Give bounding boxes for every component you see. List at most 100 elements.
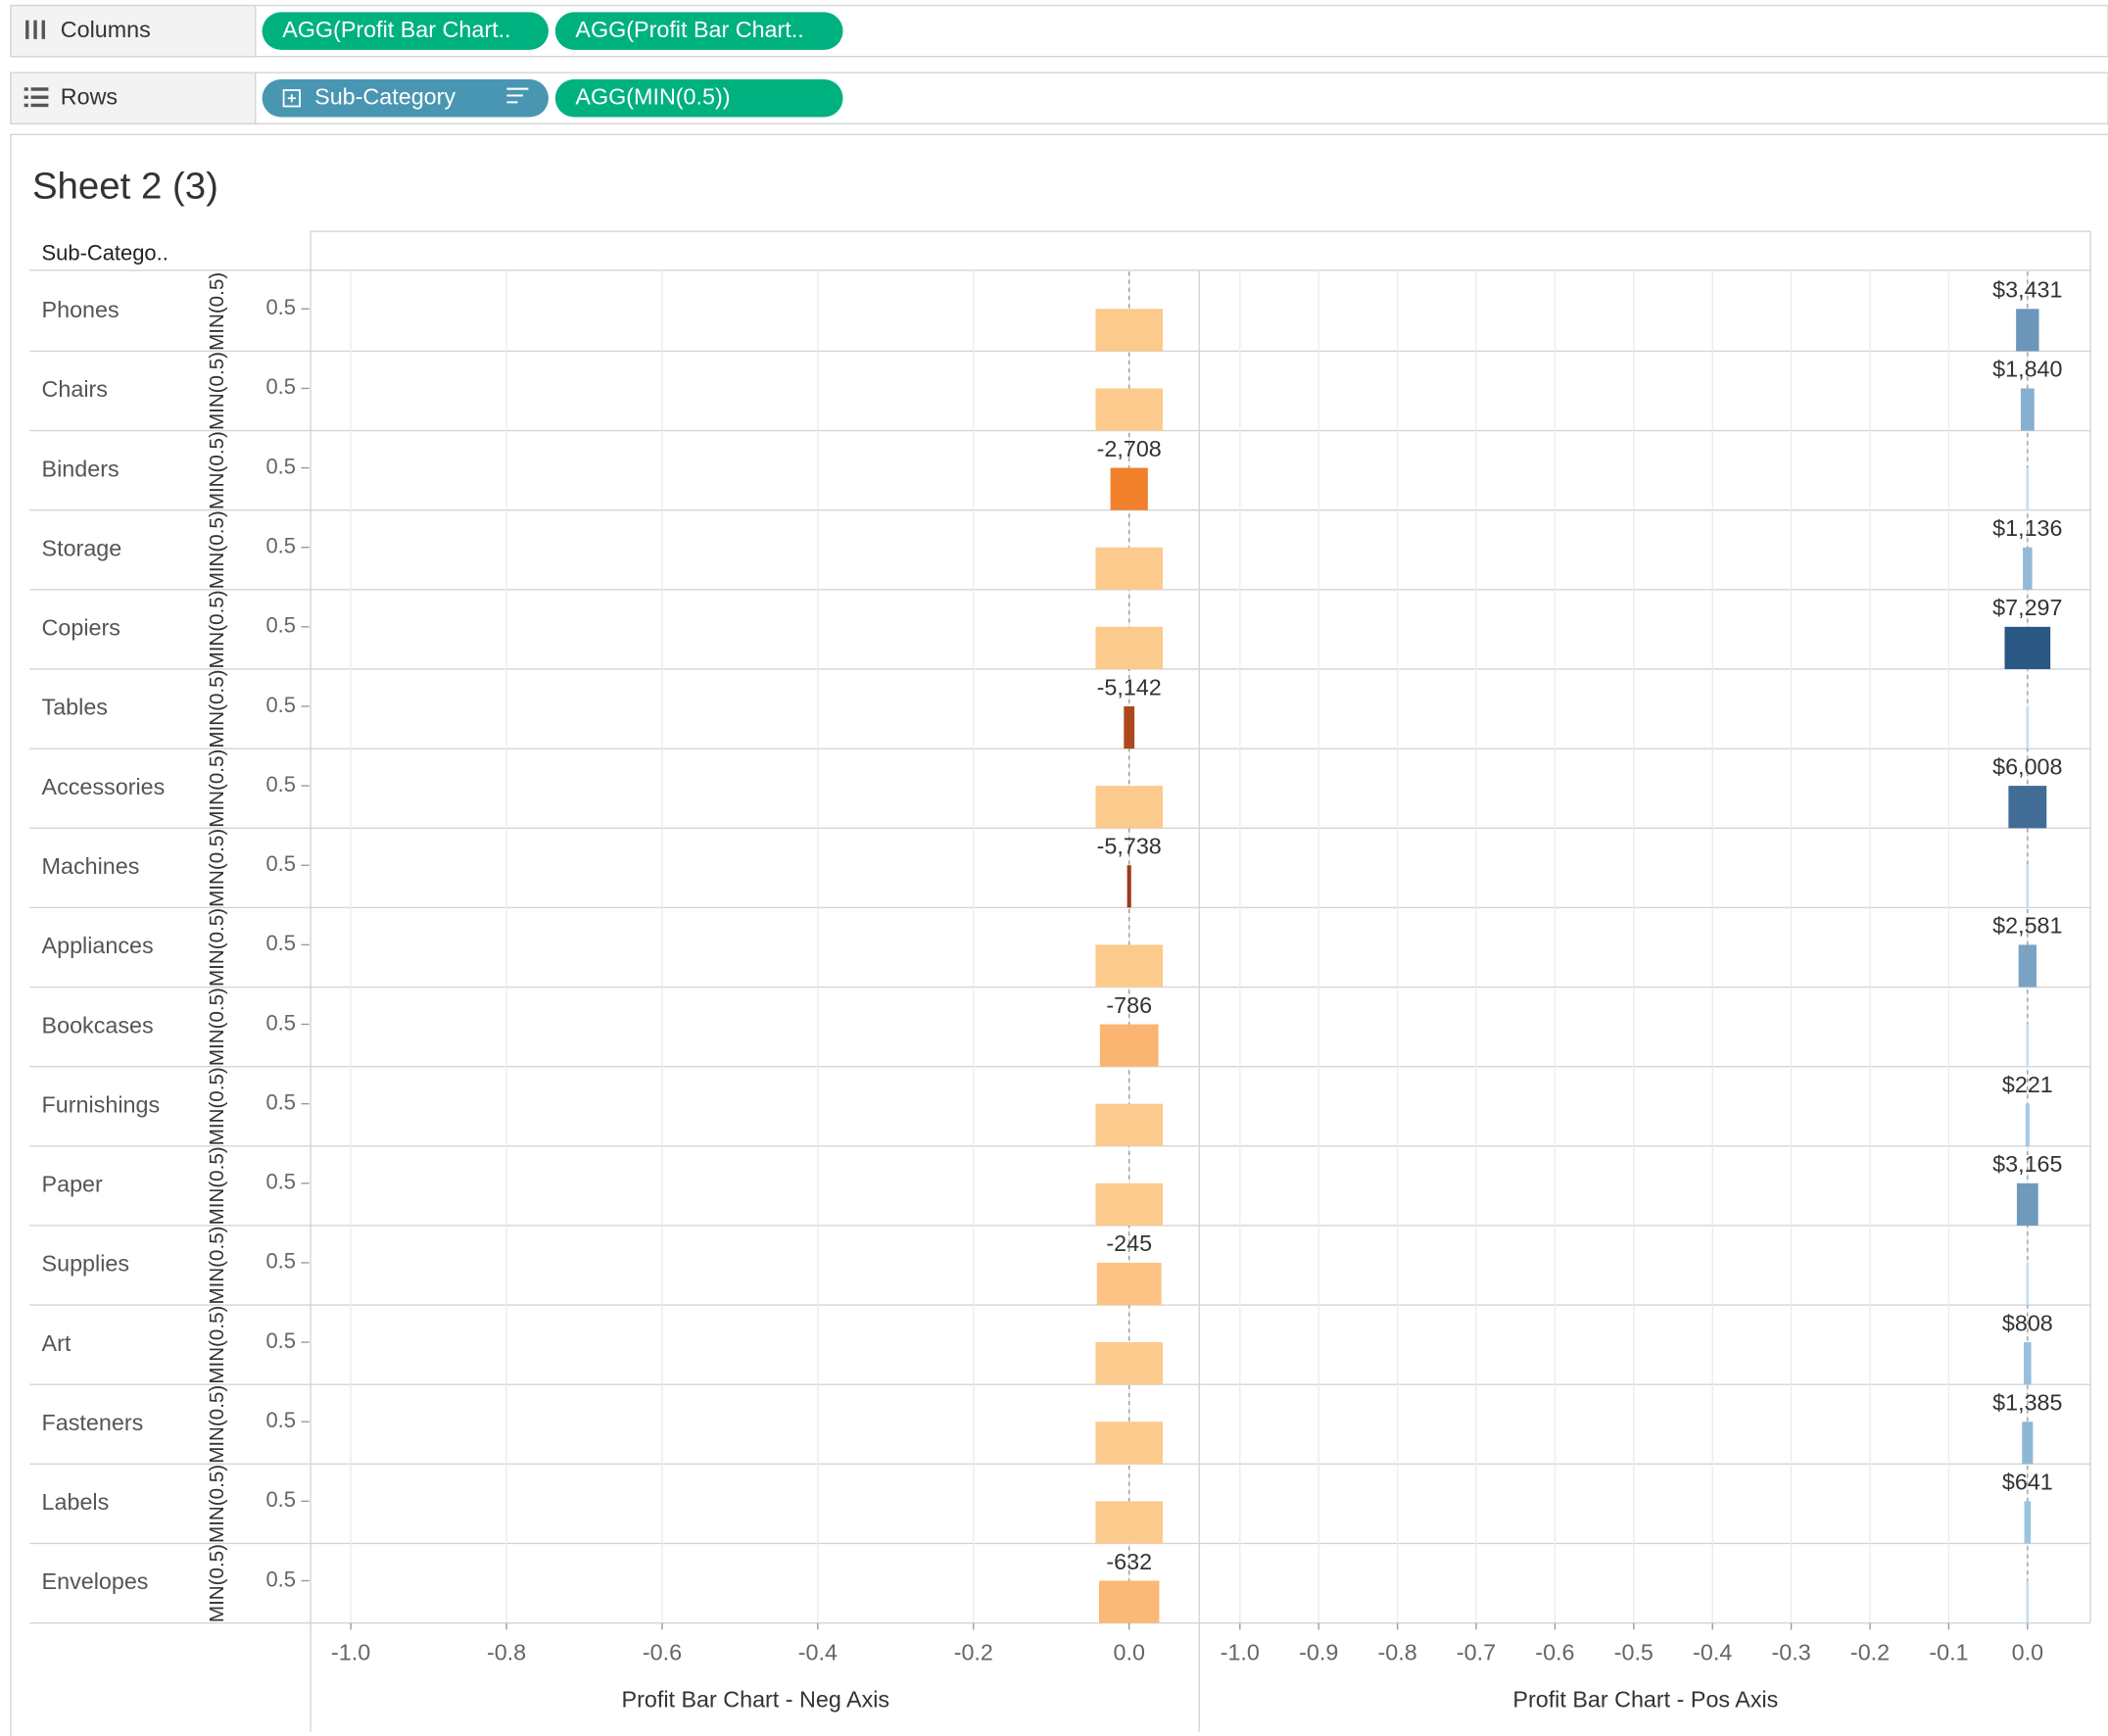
bar bbox=[2026, 705, 2030, 749]
columns-icon bbox=[25, 20, 45, 39]
bar bbox=[1098, 1580, 1160, 1623]
y-axis-label: MIN(0.5) bbox=[206, 908, 228, 987]
x-tick-label: -0.6 bbox=[1535, 1639, 1574, 1664]
bar bbox=[1095, 626, 1164, 669]
bar bbox=[2026, 1262, 2030, 1306]
y-axis-label: MIN(0.5) bbox=[206, 988, 228, 1066]
category-label: Bookcases bbox=[42, 1012, 154, 1037]
data-label: $1,136 bbox=[1992, 515, 2062, 541]
category-label: Art bbox=[42, 1330, 72, 1356]
category-label: Tables bbox=[42, 695, 108, 720]
y-tick-label: 0.5 bbox=[265, 613, 296, 638]
pill-text: AGG(Profit Bar Chart.. bbox=[575, 17, 803, 42]
x-tick-label: -0.1 bbox=[1929, 1639, 1968, 1664]
data-label: -5,142 bbox=[1097, 674, 1162, 699]
y-axis-label: MIN(0.5) bbox=[206, 510, 228, 589]
bar bbox=[2026, 467, 2030, 510]
x-tick-label: -0.2 bbox=[1850, 1639, 1890, 1664]
x-tick-label: -0.7 bbox=[1457, 1639, 1496, 1664]
bar bbox=[1099, 1024, 1159, 1067]
x-tick-label: -1.0 bbox=[331, 1639, 370, 1664]
data-label: $3,165 bbox=[1992, 1151, 2062, 1177]
y-axis-label: MIN(0.5) bbox=[206, 829, 228, 907]
bar bbox=[2008, 786, 2047, 829]
category-label: Chairs bbox=[42, 376, 108, 402]
y-axis-label: MIN(0.5) bbox=[206, 1306, 228, 1384]
bar bbox=[2020, 388, 2035, 431]
y-tick-label: 0.5 bbox=[265, 374, 296, 399]
y-axis-label: MIN(0.5) bbox=[206, 352, 228, 430]
shelf-label: Rows bbox=[61, 83, 118, 109]
data-label: -2,708 bbox=[1097, 436, 1162, 461]
data-label: $7,297 bbox=[1992, 595, 2062, 620]
x-axis-title: Profit Bar Chart - Neg Axis bbox=[622, 1686, 890, 1712]
y-tick-label: 0.5 bbox=[265, 693, 296, 717]
x-tick-label: -0.5 bbox=[1614, 1639, 1653, 1664]
bar bbox=[1124, 705, 1135, 749]
bar bbox=[2026, 1024, 2030, 1067]
pill[interactable] bbox=[262, 12, 549, 50]
y-tick-label: 0.5 bbox=[265, 1328, 296, 1353]
category-label: Appliances bbox=[42, 933, 154, 958]
bar bbox=[2016, 1182, 2038, 1226]
bar bbox=[1126, 865, 1131, 908]
data-label: $6,008 bbox=[1992, 753, 2062, 779]
pill-text: Sub-Category bbox=[314, 83, 455, 109]
bar bbox=[1095, 1182, 1164, 1226]
y-axis-label: MIN(0.5) bbox=[206, 590, 228, 668]
category-label: Storage bbox=[42, 535, 122, 560]
y-tick-label: 0.5 bbox=[265, 931, 296, 955]
bar bbox=[1110, 467, 1148, 510]
sort-icon[interactable] bbox=[506, 87, 529, 104]
y-tick-label: 0.5 bbox=[265, 1487, 296, 1512]
bar bbox=[2016, 309, 2039, 352]
pill-text: AGG(Profit Bar Chart.. bbox=[282, 17, 510, 42]
bar bbox=[1095, 547, 1164, 590]
bar bbox=[1095, 944, 1164, 988]
bar bbox=[1095, 1422, 1164, 1465]
data-label: -5,738 bbox=[1097, 834, 1162, 859]
expand-icon-plus bbox=[287, 94, 296, 103]
bar bbox=[1095, 1103, 1164, 1146]
bar bbox=[2022, 1422, 2034, 1465]
bar bbox=[2025, 1103, 2030, 1146]
y-axis-label: MIN(0.5) bbox=[206, 1465, 228, 1543]
data-label: $641 bbox=[2002, 1470, 2053, 1495]
x-tick-label: -0.6 bbox=[643, 1639, 682, 1664]
expand-icon[interactable] bbox=[282, 89, 301, 108]
y-tick-label: 0.5 bbox=[265, 454, 296, 478]
x-tick-label: 0.0 bbox=[1113, 1639, 1144, 1664]
data-label: -245 bbox=[1106, 1230, 1152, 1256]
y-axis-label: MIN(0.5) bbox=[206, 272, 228, 351]
x-tick-label: -0.3 bbox=[1772, 1639, 1811, 1664]
pill[interactable] bbox=[262, 79, 549, 118]
category-label: Paper bbox=[42, 1172, 103, 1197]
bar bbox=[2024, 1342, 2032, 1385]
category-label: Envelopes bbox=[42, 1568, 149, 1594]
y-axis-label: MIN(0.5) bbox=[206, 749, 228, 828]
data-label: -632 bbox=[1106, 1549, 1152, 1574]
x-tick-label: -0.4 bbox=[798, 1639, 838, 1664]
x-axis-title: Profit Bar Chart - Pos Axis bbox=[1512, 1686, 1778, 1712]
x-tick-label: -1.0 bbox=[1221, 1639, 1260, 1664]
y-axis-label: MIN(0.5) bbox=[206, 670, 228, 748]
y-tick-label: 0.5 bbox=[265, 1249, 296, 1274]
y-tick-label: 0.5 bbox=[265, 1170, 296, 1194]
bar bbox=[2004, 626, 2051, 669]
y-tick-label: 0.5 bbox=[265, 534, 296, 558]
bar bbox=[1095, 1342, 1164, 1385]
y-axis-label: MIN(0.5) bbox=[206, 1146, 228, 1225]
y-tick-label: 0.5 bbox=[265, 1089, 296, 1114]
y-axis-label: MIN(0.5) bbox=[206, 1067, 228, 1145]
category-label: Accessories bbox=[42, 774, 166, 799]
sheet-title: Sheet 2 (3) bbox=[32, 165, 218, 207]
bar bbox=[2024, 1501, 2032, 1544]
pill[interactable] bbox=[554, 79, 843, 118]
shelf-label-area bbox=[10, 72, 257, 125]
data-label: -786 bbox=[1106, 992, 1152, 1018]
x-tick-label: -0.8 bbox=[1378, 1639, 1417, 1664]
y-tick-label: 0.5 bbox=[265, 851, 296, 876]
x-tick-label: -0.2 bbox=[954, 1639, 993, 1664]
bar bbox=[2023, 547, 2033, 590]
pill[interactable] bbox=[554, 12, 843, 50]
